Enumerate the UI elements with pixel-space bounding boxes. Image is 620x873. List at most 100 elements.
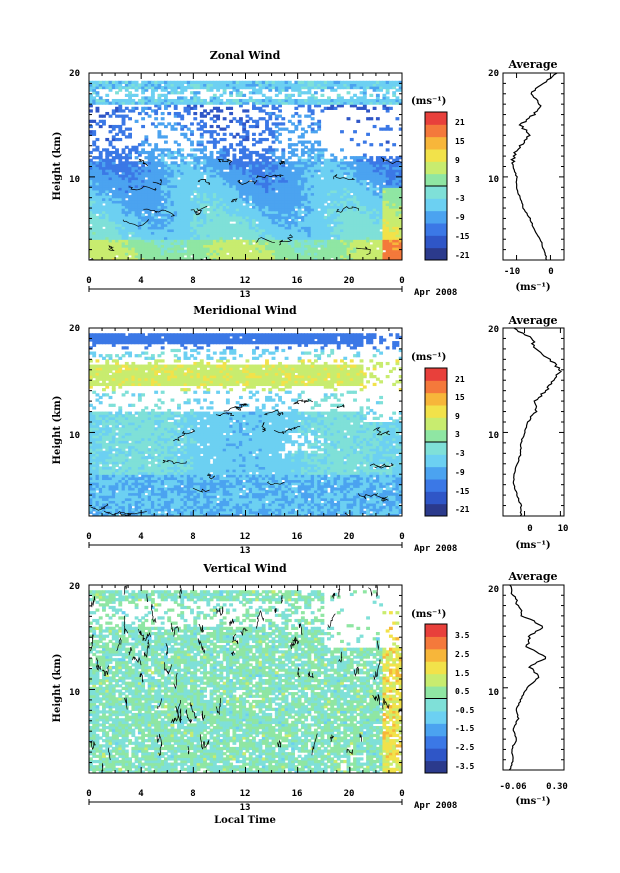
heatmap-cell xyxy=(330,169,335,173)
colorbar-tick: -9 xyxy=(455,213,465,222)
heatmap-cell xyxy=(284,215,289,220)
heatmap-cell xyxy=(340,228,344,233)
heatmap-cell xyxy=(167,184,172,188)
heatmap-cell xyxy=(294,124,299,129)
heatmap-cell xyxy=(98,83,103,87)
heatmap-cell xyxy=(362,166,367,170)
heatmap-cell xyxy=(232,231,237,235)
heatmap-cell xyxy=(252,202,256,207)
heatmap-cell xyxy=(163,148,168,152)
heatmap-cell xyxy=(336,239,341,243)
heatmap-cell xyxy=(118,208,123,212)
heatmap-cell xyxy=(369,208,374,212)
heatmap-cell xyxy=(307,231,312,235)
heatmap-cell xyxy=(137,143,142,147)
heatmap-cell xyxy=(336,254,341,259)
heatmap-cell xyxy=(235,80,240,84)
heatmap-cell xyxy=(369,223,374,227)
heatmap-cell xyxy=(128,182,132,186)
heatmap-cell xyxy=(245,241,250,246)
heatmap-cell xyxy=(343,80,348,84)
heatmap-cell xyxy=(255,163,260,168)
heatmap-cell xyxy=(333,239,338,243)
heatmap-cell xyxy=(349,236,354,240)
heatmap-cell xyxy=(235,215,240,220)
heatmap-cell xyxy=(320,93,325,97)
heatmap-cell xyxy=(186,210,191,214)
heatmap-cell xyxy=(235,98,240,103)
heatmap-cell xyxy=(222,153,227,157)
heatmap-cell xyxy=(177,182,181,186)
heatmap-cell xyxy=(242,215,247,220)
heatmap-cell xyxy=(206,226,211,230)
heatmap-cell xyxy=(222,249,227,253)
heatmap-cell xyxy=(147,215,152,220)
heatmap-cell xyxy=(137,218,142,222)
heatmap-cell xyxy=(362,140,367,144)
heatmap-cell xyxy=(323,221,328,225)
heatmap-cell xyxy=(157,241,162,246)
heatmap-cell xyxy=(190,153,194,157)
heatmap-cell xyxy=(327,197,331,201)
heatmap-cell xyxy=(235,221,240,225)
heatmap-cell xyxy=(392,192,397,196)
heatmap-cell xyxy=(238,221,243,225)
heatmap-cell xyxy=(167,83,172,87)
heatmap-cell xyxy=(274,221,279,225)
heatmap-cell xyxy=(229,213,234,217)
heatmap-cell xyxy=(291,213,296,217)
heatmap-cell xyxy=(209,166,214,170)
heatmap-cell xyxy=(336,252,341,256)
heatmap-cell xyxy=(274,98,279,103)
heatmap-cell xyxy=(265,252,269,256)
heatmap-cell xyxy=(379,249,384,253)
heatmap-cell xyxy=(366,244,370,248)
heatmap-cell xyxy=(216,244,221,248)
heatmap-cell xyxy=(232,176,237,181)
heatmap-cell xyxy=(304,158,309,162)
heatmap-cell xyxy=(265,223,269,227)
heatmap-cell xyxy=(203,234,207,238)
heatmap-cell xyxy=(291,166,296,170)
heatmap-cell xyxy=(203,158,207,162)
heatmap-cell xyxy=(284,213,289,217)
heatmap-cell xyxy=(167,169,172,173)
heatmap-cell xyxy=(346,195,351,199)
heatmap-cell xyxy=(252,101,256,105)
heatmap-cell xyxy=(134,200,139,204)
heatmap-cell xyxy=(170,163,175,168)
heatmap-cell xyxy=(177,174,181,178)
heatmap-cell xyxy=(157,226,162,230)
heatmap-cell xyxy=(225,218,230,222)
heatmap-cell xyxy=(154,176,159,181)
heatmap-cell xyxy=(196,231,201,235)
heatmap-cell xyxy=(199,80,204,84)
heatmap-cell xyxy=(212,140,217,144)
heatmap-cell xyxy=(232,148,237,152)
colorbar-tick: 15 xyxy=(455,137,465,146)
heatmap-cell xyxy=(304,184,309,188)
heatmap-cell xyxy=(385,174,390,178)
heatmap-cell xyxy=(281,210,286,214)
heatmap-cell xyxy=(89,93,93,97)
heatmap-cell xyxy=(320,208,325,212)
heatmap-cell xyxy=(349,210,354,214)
heatmap-cell xyxy=(199,197,204,201)
heatmap-cell xyxy=(242,208,247,212)
heatmap-cell xyxy=(219,153,224,157)
heatmap-cell xyxy=(137,169,142,173)
heatmap-cell xyxy=(388,179,393,183)
heatmap-cell xyxy=(216,252,221,256)
heatmap-cell xyxy=(128,195,132,199)
heatmap-cell xyxy=(287,252,292,256)
heatmap-cell xyxy=(121,197,126,201)
heatmap-cell xyxy=(340,244,344,248)
heatmap-cell xyxy=(134,195,139,199)
heatmap-cell xyxy=(150,247,155,251)
heatmap-cell xyxy=(242,83,247,87)
heatmap-cell xyxy=(95,208,100,212)
heatmap-cell xyxy=(385,226,390,230)
heatmap-cell xyxy=(284,257,289,260)
heatmap-cell xyxy=(212,213,217,217)
heatmap-cell xyxy=(252,104,256,108)
